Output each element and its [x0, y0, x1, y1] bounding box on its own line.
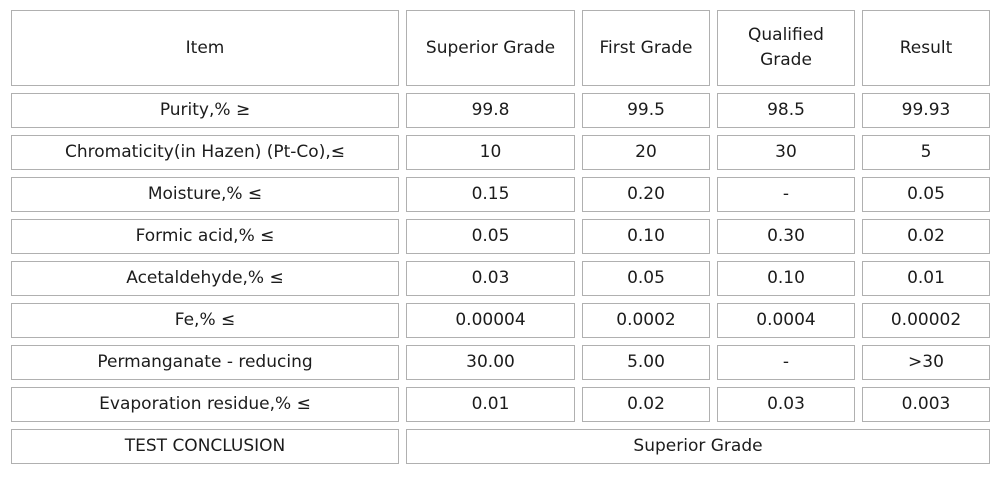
- value-cell: 0.01: [862, 261, 990, 296]
- value-cell: 0.02: [862, 219, 990, 254]
- conclusion-value: Superior Grade: [406, 429, 990, 464]
- table-row-conclusion: TEST CONCLUSION Superior Grade: [11, 429, 990, 464]
- value-cell: 0.03: [406, 261, 575, 296]
- row-label: Formic acid,% ≤: [11, 219, 399, 254]
- value-cell: 99.93: [862, 93, 990, 128]
- table-header-row: Item Superior Grade First Grade Qualifie…: [11, 10, 990, 86]
- value-cell: -: [717, 177, 855, 212]
- value-cell: 0.05: [406, 219, 575, 254]
- value-cell: 0.003: [862, 387, 990, 422]
- row-label: Moisture,% ≤: [11, 177, 399, 212]
- value-cell: 99.8: [406, 93, 575, 128]
- value-cell: 10: [406, 135, 575, 170]
- value-cell: 99.5: [582, 93, 710, 128]
- value-cell: 30.00: [406, 345, 575, 380]
- value-cell: 0.10: [717, 261, 855, 296]
- column-header-first-grade: First Grade: [582, 10, 710, 86]
- value-cell: 0.15: [406, 177, 575, 212]
- table-row-purity: Purity,% ≥ 99.8 99.5 98.5 99.93: [11, 93, 990, 128]
- table-row-fe: Fe,% ≤ 0.00004 0.0002 0.0004 0.00002: [11, 303, 990, 338]
- row-label: Chromaticity(in Hazen) (Pt-Co),≤: [11, 135, 399, 170]
- column-header-item: Item: [11, 10, 399, 86]
- value-cell: 0.00002: [862, 303, 990, 338]
- row-label: Evaporation residue,% ≤: [11, 387, 399, 422]
- table-row-formic-acid: Formic acid,% ≤ 0.05 0.10 0.30 0.02: [11, 219, 990, 254]
- value-cell: 0.20: [582, 177, 710, 212]
- value-cell: 30: [717, 135, 855, 170]
- quality-spec-table: Item Superior Grade First Grade Qualifie…: [4, 3, 997, 471]
- value-cell: 0.02: [582, 387, 710, 422]
- table-row-acetaldehyde: Acetaldehyde,% ≤ 0.03 0.05 0.10 0.01: [11, 261, 990, 296]
- value-cell: 98.5: [717, 93, 855, 128]
- table-row-chromaticity: Chromaticity(in Hazen) (Pt-Co),≤ 10 20 3…: [11, 135, 990, 170]
- value-cell: >30: [862, 345, 990, 380]
- column-header-qualified-grade: Qualified Grade: [717, 10, 855, 86]
- value-cell: 5: [862, 135, 990, 170]
- table-row-evaporation-residue: Evaporation residue,% ≤ 0.01 0.02 0.03 0…: [11, 387, 990, 422]
- table-row-moisture: Moisture,% ≤ 0.15 0.20 - 0.05: [11, 177, 990, 212]
- value-cell: 0.01: [406, 387, 575, 422]
- conclusion-label: TEST CONCLUSION: [11, 429, 399, 464]
- value-cell: -: [717, 345, 855, 380]
- value-cell: 5.00: [582, 345, 710, 380]
- value-cell: 0.0004: [717, 303, 855, 338]
- row-label: Fe,% ≤: [11, 303, 399, 338]
- value-cell: 0.05: [582, 261, 710, 296]
- value-cell: 0.05: [862, 177, 990, 212]
- value-cell: 0.10: [582, 219, 710, 254]
- value-cell: 20: [582, 135, 710, 170]
- value-cell: 0.00004: [406, 303, 575, 338]
- value-cell: 0.03: [717, 387, 855, 422]
- column-header-result: Result: [862, 10, 990, 86]
- row-label: Permanganate - reducing: [11, 345, 399, 380]
- table-row-permanganate: Permanganate - reducing 30.00 5.00 - >30: [11, 345, 990, 380]
- value-cell: 0.0002: [582, 303, 710, 338]
- value-cell: 0.30: [717, 219, 855, 254]
- row-label: Acetaldehyde,% ≤: [11, 261, 399, 296]
- column-header-superior-grade: Superior Grade: [406, 10, 575, 86]
- row-label: Purity,% ≥: [11, 93, 399, 128]
